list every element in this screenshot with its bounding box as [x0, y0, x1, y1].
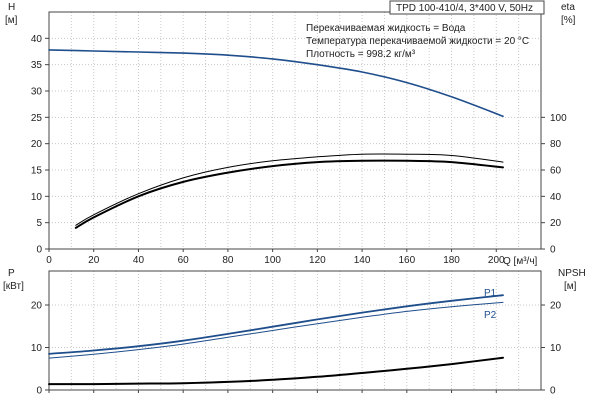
x-axis-tick-label: 140: [354, 255, 371, 266]
series-line-1-2: [48, 356, 504, 386]
x-axis-label: Q [м³/ч]: [503, 256, 538, 267]
head-axis-unit: [м]: [5, 15, 18, 26]
left-axis-tick-label: 10: [31, 343, 43, 354]
title-box: [389, 0, 545, 15]
x-axis-tick-label: 200: [488, 255, 505, 266]
npsh-axis-label: NPSH: [558, 268, 586, 279]
series-line-0-1: [75, 153, 504, 226]
x-axis-tick-label: 0: [46, 255, 52, 266]
x-axis-tick-label: 100: [264, 255, 281, 266]
power-axis-label: P: [8, 268, 15, 279]
power-axis-unit: [кВт]: [3, 281, 24, 292]
right-axis-tick-label: 100: [550, 113, 567, 124]
left-axis-tick-label: 20: [31, 301, 43, 312]
series-label-p2: P2: [484, 310, 497, 321]
series-line-0-2: [74, 159, 504, 229]
chart-title: TPD 100-410/4, 3*400 V, 50Hz: [396, 3, 533, 14]
series-line-1-0: [48, 294, 504, 355]
x-axis-tick-label: 80: [222, 255, 234, 266]
left-axis-tick-label: 5: [36, 218, 42, 229]
series-line-1-1: [48, 301, 504, 359]
right-axis-tick-label: 20: [550, 218, 562, 229]
annotation-liquid: Перекачиваемая жидкость = Вода: [306, 23, 466, 34]
eta-axis-label: eta: [561, 2, 575, 13]
plot-frame: [48, 11, 542, 250]
left-axis-tick-label: 0: [36, 386, 42, 397]
series-label-p1: P1: [484, 288, 497, 299]
left-axis-tick-label: 25: [31, 113, 43, 124]
eta-axis-unit: [%]: [561, 15, 576, 26]
right-axis-tick-label: 0: [550, 245, 556, 256]
left-axis-tick-label: 20: [31, 139, 43, 150]
left-axis-tick-label: 15: [31, 166, 43, 177]
x-axis-tick-label: 160: [398, 255, 415, 266]
left-axis-tick-label: 40: [31, 34, 43, 45]
x-axis-tick-label: 180: [443, 255, 460, 266]
right-axis-tick-label: 60: [550, 166, 562, 177]
plot-frame: [48, 270, 542, 391]
annotation-temperature: Температура перекачиваемой жидкости = 20…: [306, 36, 529, 47]
left-axis-tick-label: 30: [31, 87, 43, 98]
left-axis-tick-label: 35: [31, 60, 43, 71]
left-axis-tick-label: 10: [31, 192, 43, 203]
x-axis-tick-label: 60: [178, 255, 190, 266]
annotation-density: Плотность = 998.2 кг/м³: [306, 49, 416, 60]
head-axis-label: H: [8, 2, 15, 13]
right-axis-tick-label: 10: [550, 343, 562, 354]
right-axis-tick-label: 40: [550, 192, 562, 203]
right-axis-tick-label: 20: [550, 301, 562, 312]
npsh-axis-unit: [м]: [564, 281, 577, 292]
x-axis-tick-label: 40: [133, 255, 145, 266]
head-efficiency-panel: 0 5 10 15 20 25 30 35 40 0 20 40 60 80 100 0 20 40 60 80 100…: [31, 11, 567, 266]
left-axis-tick-label: 0: [36, 245, 42, 256]
right-axis-tick-label: 80: [550, 139, 562, 150]
x-axis-tick-label: 20: [88, 255, 100, 266]
right-axis-tick-label: 0: [550, 386, 556, 397]
series-line-0-0: [48, 49, 504, 118]
power-npsh-panel: 0 10 20 0 10 20: [31, 270, 562, 397]
x-axis-tick-label: 120: [309, 255, 326, 266]
